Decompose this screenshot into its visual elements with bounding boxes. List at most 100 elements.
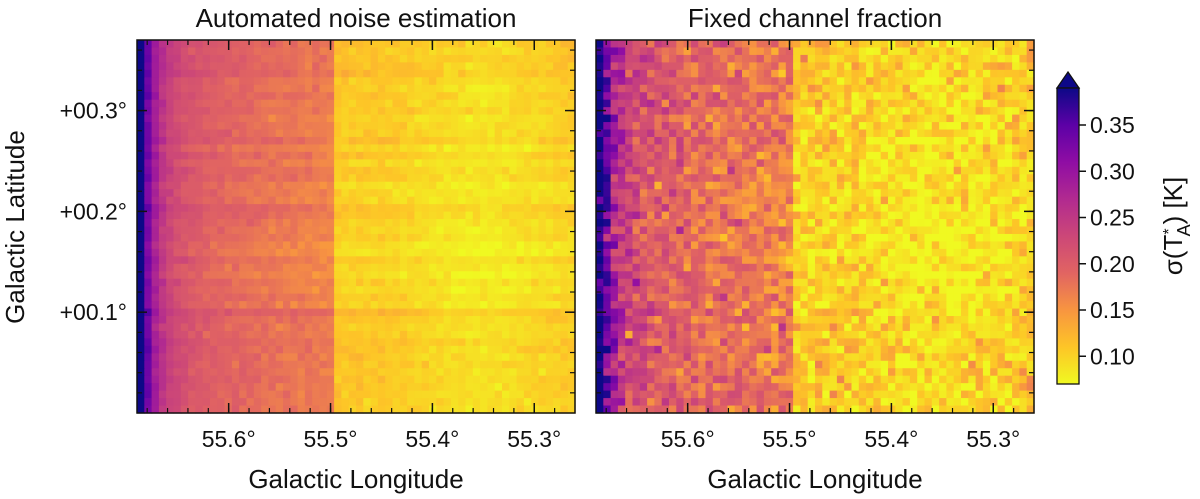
heatmap-cell — [698, 181, 707, 190]
heatmap-cell — [742, 219, 750, 228]
heatmap-cell — [990, 144, 999, 153]
heatmap-cell — [553, 405, 561, 414]
heatmap-cell — [458, 99, 467, 108]
heatmap-cell — [902, 233, 911, 243]
heatmap-cell — [472, 84, 481, 93]
heatmap-cell — [188, 54, 196, 63]
heatmap-cell — [472, 286, 481, 295]
y-tick-label: +00.3° — [60, 98, 127, 124]
heatmap-cell — [188, 129, 196, 138]
heatmap-cell — [377, 360, 386, 369]
heatmap-cell — [414, 107, 423, 116]
heatmap-cell — [443, 271, 452, 280]
heatmap-cell — [144, 54, 153, 63]
heatmap-cell — [180, 263, 189, 272]
heatmap-cell — [727, 233, 736, 243]
heatmap-cell — [698, 204, 707, 213]
heatmap-cell — [407, 293, 415, 302]
heatmap-cell — [531, 166, 540, 175]
heatmap-cell — [261, 84, 269, 93]
heatmap-cell — [363, 159, 372, 168]
heatmap-cell — [472, 263, 481, 272]
heatmap-cell — [268, 62, 277, 71]
heatmap-cell — [319, 69, 328, 78]
heatmap-cell — [822, 151, 831, 160]
heatmap-cell — [414, 383, 423, 392]
heatmap-cell — [392, 69, 401, 78]
heatmap-cell — [560, 256, 569, 265]
heatmap-cell — [304, 181, 313, 190]
heatmap-cell — [392, 398, 401, 407]
heatmap-cell — [487, 144, 496, 153]
heatmap-cell — [756, 189, 765, 198]
heatmap-cell — [261, 92, 269, 101]
heatmap-cell — [407, 47, 415, 56]
heatmap-cell — [523, 316, 532, 325]
heatmap-cell — [224, 107, 233, 116]
heatmap-cell — [975, 181, 984, 190]
heatmap-cell — [195, 241, 204, 250]
heatmap-cell — [429, 383, 437, 392]
heatmap-cell — [465, 256, 474, 265]
heatmap-cell — [1004, 248, 1013, 257]
heatmap-cell — [414, 278, 423, 287]
heatmap-cell — [596, 219, 604, 228]
heatmap-cell — [312, 92, 321, 101]
heatmap-cell — [975, 99, 984, 108]
heatmap-cell — [224, 122, 233, 131]
heatmap-cell — [239, 122, 248, 131]
heatmap-cell — [304, 248, 313, 257]
heatmap-cell — [304, 204, 313, 213]
heatmap-cell — [567, 286, 576, 295]
heatmap-cell — [385, 114, 394, 123]
heatmap-cell — [210, 383, 218, 392]
heatmap-cell — [712, 241, 721, 250]
heatmap-cell — [763, 271, 772, 280]
heatmap-cell — [480, 144, 488, 153]
heatmap-cell — [785, 196, 794, 205]
heatmap-cell — [480, 219, 488, 228]
heatmap-cell — [676, 136, 685, 146]
heatmap-cell — [480, 263, 488, 272]
heatmap-cell — [815, 151, 823, 160]
heatmap-cell — [836, 92, 845, 101]
heatmap-cell — [596, 271, 604, 280]
heatmap-cell — [939, 204, 947, 213]
heatmap-cell — [253, 211, 262, 220]
heatmap-cell — [290, 383, 299, 392]
heatmap-cell — [661, 69, 670, 78]
heatmap-cell — [443, 256, 452, 265]
heatmap-cell — [458, 211, 467, 220]
heatmap-cell — [268, 196, 277, 205]
heatmap-cell — [246, 159, 255, 168]
heatmap-cell — [946, 233, 955, 243]
heatmap-cell — [480, 159, 488, 168]
heatmap-cell — [836, 219, 845, 228]
heatmap-cell — [523, 353, 532, 362]
heatmap-cell — [654, 122, 663, 131]
heatmap-cell — [997, 122, 1006, 131]
heatmap-cell — [727, 99, 736, 108]
heatmap-cell — [348, 151, 357, 160]
heatmap-cell — [421, 360, 430, 369]
heatmap-cell — [509, 204, 518, 213]
heatmap-cell — [261, 271, 269, 280]
heatmap-cell — [180, 383, 189, 392]
heatmap-cell — [560, 69, 569, 78]
heatmap-cell — [494, 398, 503, 407]
heatmap-cell — [458, 241, 467, 250]
heatmap-cell — [567, 62, 576, 71]
heatmap-cell — [144, 99, 153, 108]
heatmap-cell — [516, 233, 525, 243]
heatmap-cell — [173, 114, 182, 123]
heatmap-cell — [844, 256, 853, 265]
heatmap-cell — [436, 62, 445, 71]
heatmap-cell — [669, 107, 677, 116]
heatmap-cell — [698, 263, 707, 272]
heatmap-cell — [858, 263, 867, 272]
heatmap-cell — [1026, 69, 1035, 78]
heatmap-cell — [210, 375, 218, 384]
heatmap-cell — [341, 219, 350, 228]
heatmap-cell — [880, 54, 889, 63]
heatmap-cell — [531, 226, 540, 235]
